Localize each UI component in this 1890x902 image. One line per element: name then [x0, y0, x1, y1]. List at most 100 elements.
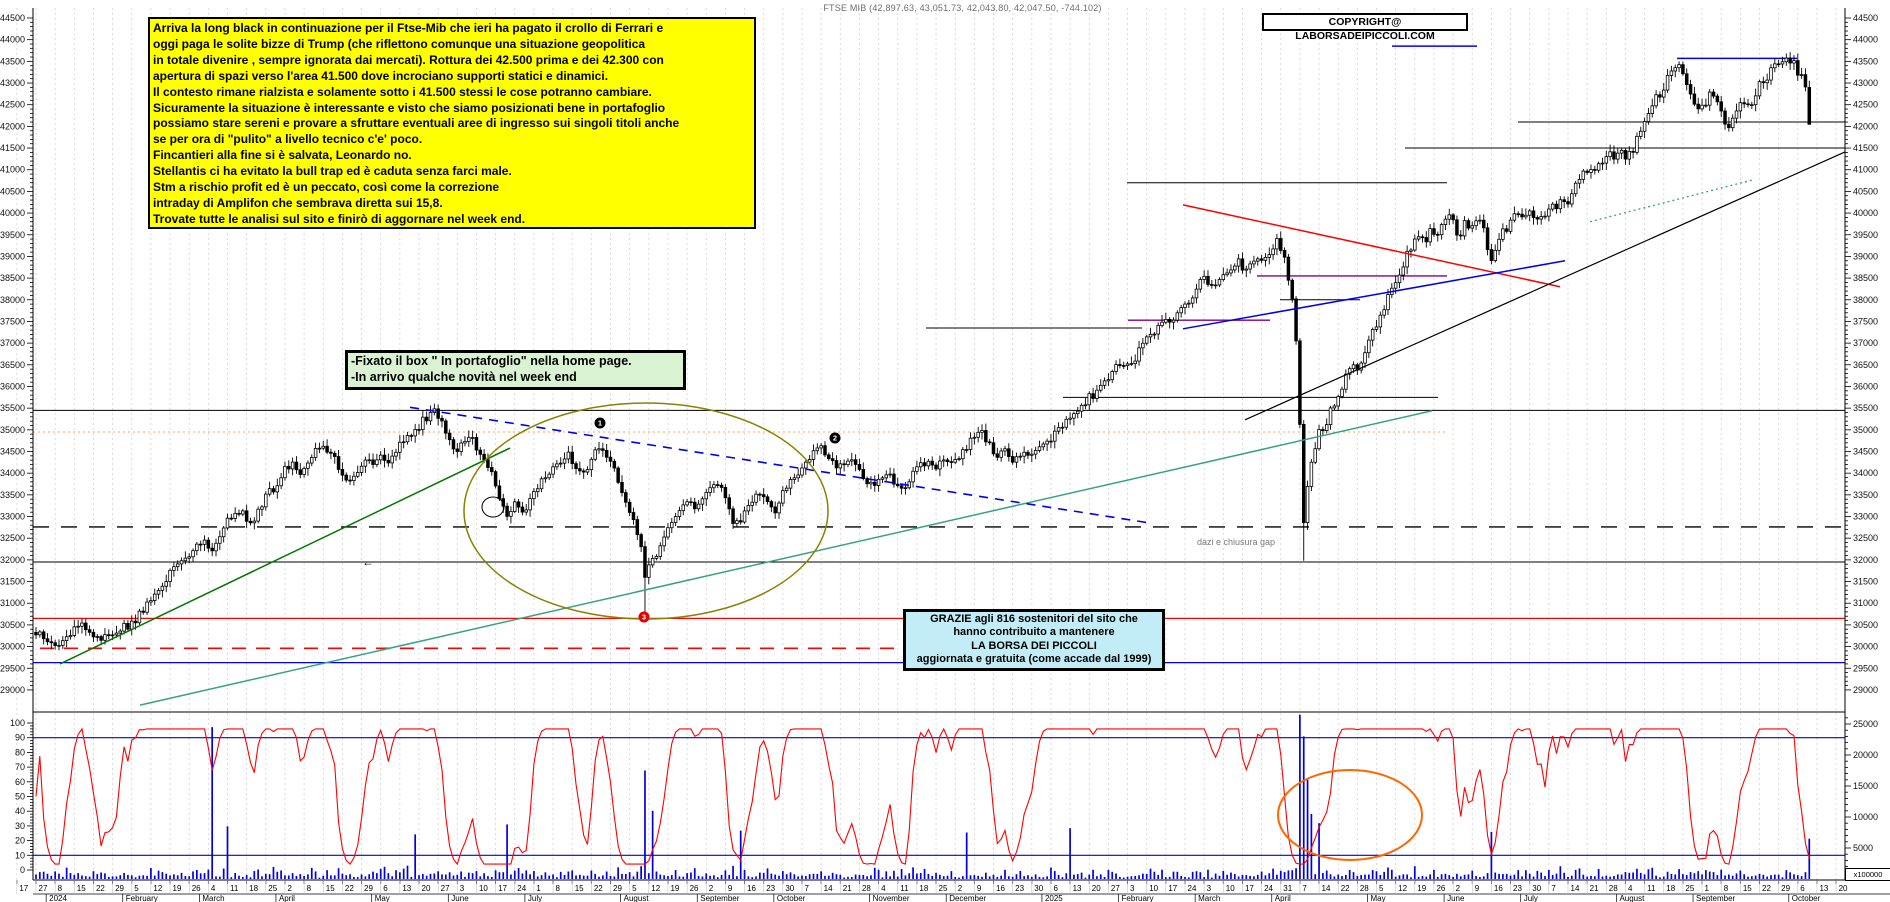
svg-text:5: 5 [134, 884, 139, 893]
svg-text:50: 50 [15, 792, 25, 802]
svg-text:26: 26 [690, 884, 699, 893]
svg-text:40000: 40000 [1853, 208, 1878, 218]
svg-text:15: 15 [575, 884, 584, 893]
svg-text:30: 30 [15, 821, 25, 831]
svg-text:30000: 30000 [1853, 642, 1878, 652]
thanks-line: GRAZIE agli 816 sostenitori del sito che [930, 613, 1138, 625]
svg-text:34500: 34500 [1853, 447, 1878, 457]
svg-text:100: 100 [10, 718, 25, 728]
svg-text:9: 9 [1475, 884, 1480, 893]
svg-text:17: 17 [1168, 884, 1177, 893]
svg-text:2: 2 [709, 884, 714, 893]
svg-text:34000: 34000 [1853, 468, 1878, 478]
svg-text:39500: 39500 [0, 230, 25, 240]
svg-text:April: April [279, 894, 295, 902]
svg-text:44000: 44000 [1853, 35, 1878, 45]
svg-text:7: 7 [805, 884, 810, 893]
svg-text:37500: 37500 [0, 316, 25, 326]
svg-text:34500: 34500 [0, 447, 25, 457]
svg-text:30000: 30000 [0, 642, 25, 652]
svg-text:24: 24 [1188, 884, 1197, 893]
svg-text:38500: 38500 [0, 273, 25, 283]
svg-text:8: 8 [307, 884, 312, 893]
svg-text:14: 14 [1322, 884, 1331, 893]
svg-text:3: 3 [642, 613, 646, 622]
svg-text:10: 10 [15, 850, 25, 860]
site-news-box: -Fixato il box " In portafoglio" nella h… [345, 350, 686, 390]
commentary-line: apertura di spazi verso l'area 41.500 do… [153, 68, 609, 83]
svg-text:July: July [1524, 894, 1538, 902]
commentary-line: Sicuramente la situazione è interessante… [153, 100, 666, 115]
svg-text:10000: 10000 [1853, 812, 1878, 822]
svg-text:15: 15 [1743, 884, 1752, 893]
svg-text:2: 2 [833, 434, 837, 443]
svg-text:2025: 2025 [1045, 894, 1063, 902]
svg-text:15: 15 [77, 884, 86, 893]
svg-text:2: 2 [1456, 884, 1461, 893]
svg-text:18: 18 [249, 884, 258, 893]
svg-text:25: 25 [1685, 884, 1694, 893]
svg-text:13: 13 [1819, 884, 1828, 893]
svg-text:29: 29 [364, 884, 373, 893]
svg-text:11: 11 [230, 884, 239, 893]
svg-text:22: 22 [1341, 884, 1350, 893]
svg-text:August: August [1619, 894, 1645, 902]
svg-text:12: 12 [1398, 884, 1407, 893]
site-news-line: -In arrivo qualche novità nel week end [351, 369, 577, 384]
svg-text:30500: 30500 [0, 620, 25, 630]
commentary-line: Arriva la long black in continuazione pe… [153, 21, 664, 35]
svg-text:September: September [700, 894, 739, 902]
svg-text:20: 20 [1092, 884, 1101, 893]
svg-text:31000: 31000 [1853, 598, 1878, 608]
svg-text:31: 31 [1283, 884, 1292, 893]
svg-text:1: 1 [536, 884, 541, 893]
svg-text:30500: 30500 [1853, 620, 1878, 630]
svg-text:20: 20 [422, 884, 431, 893]
svg-text:41500: 41500 [1853, 143, 1878, 153]
svg-text:8: 8 [1724, 884, 1729, 893]
svg-text:2: 2 [958, 884, 963, 893]
svg-text:19: 19 [173, 884, 182, 893]
svg-text:6: 6 [383, 884, 388, 893]
commentary-line: oggi paga le solite bizze di Trump (che … [153, 36, 646, 51]
svg-text:37000: 37000 [0, 338, 25, 348]
svg-text:March: March [202, 894, 224, 902]
svg-text:28: 28 [1360, 884, 1369, 893]
svg-text:44500: 44500 [0, 13, 25, 23]
svg-text:38500: 38500 [1853, 273, 1878, 283]
svg-text:June: June [1447, 894, 1465, 902]
svg-text:1: 1 [598, 419, 602, 428]
svg-text:70: 70 [15, 762, 25, 772]
svg-text:39000: 39000 [0, 251, 25, 261]
svg-text:35000: 35000 [1853, 425, 1878, 435]
svg-text:29000: 29000 [1853, 685, 1878, 695]
svg-text:14: 14 [824, 884, 833, 893]
gap-annotation: dazi e chiusura gap [1197, 537, 1276, 547]
volume-multiplier-badge: x100000 [1845, 868, 1890, 881]
svg-text:38000: 38000 [1853, 295, 1878, 305]
svg-text:September: September [1696, 894, 1735, 902]
svg-text:October: October [1792, 894, 1821, 902]
svg-text:December: December [949, 894, 986, 902]
svg-text:0: 0 [20, 865, 25, 875]
svg-text:28: 28 [862, 884, 871, 893]
svg-text:42500: 42500 [0, 100, 25, 110]
svg-text:June: June [451, 894, 469, 902]
svg-text:10: 10 [479, 884, 488, 893]
svg-text:80: 80 [15, 747, 25, 757]
chart-title: FTSE MIB (42,897.63, 43,051.73, 42,043.8… [823, 3, 1102, 13]
svg-text:37000: 37000 [1853, 338, 1878, 348]
svg-text:26: 26 [192, 884, 201, 893]
svg-text:16: 16 [996, 884, 1005, 893]
svg-text:10: 10 [1226, 884, 1235, 893]
svg-text:12: 12 [651, 884, 660, 893]
svg-text:29: 29 [613, 884, 622, 893]
commentary-line: Stellantis ci ha evitato la bull trap ed… [153, 164, 512, 179]
svg-text:43500: 43500 [1853, 56, 1878, 66]
svg-text:11: 11 [900, 884, 909, 893]
svg-text:43000: 43000 [1853, 78, 1878, 88]
svg-text:5: 5 [1379, 884, 1384, 893]
svg-text:22: 22 [1762, 884, 1771, 893]
thanks-line: LA BORSA DEI PICCOLI [971, 639, 1097, 652]
